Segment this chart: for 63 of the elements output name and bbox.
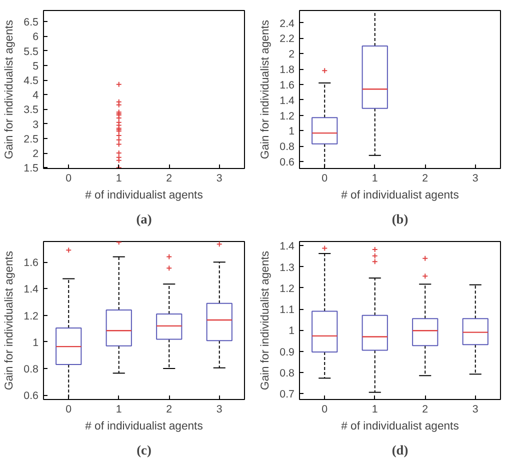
y-tick-label: 0.8 (280, 141, 295, 154)
y-tick-label: 6 (32, 31, 39, 44)
y-tick-label: 0.8 (280, 367, 295, 380)
y-tick-label: 1.2 (280, 282, 295, 295)
y-tick-label: 3 (32, 118, 39, 131)
x-tick-label: 0 (66, 172, 72, 184)
y-tick-label: 1.4 (280, 240, 295, 253)
y-tick-label: 3.5 (24, 104, 39, 116)
x-axis-title: # of individualist agents (341, 420, 460, 432)
x-tick-label: 3 (216, 172, 222, 184)
x-tick-label: 1 (116, 172, 122, 184)
x-tick-label: 2 (166, 172, 172, 184)
y-tick-label: 0.9 (280, 346, 295, 358)
x-axis-title: # of individualist agents (85, 190, 204, 202)
y-tick-label: 5.5 (24, 46, 39, 58)
y-tick-label: 1 (32, 336, 39, 349)
x-tick-label: 0 (66, 404, 72, 416)
y-axis-title: Gain for individualist agents (260, 20, 272, 160)
y-axis-title: Gain for individualist agents (4, 20, 16, 160)
y-tick-label: 1.4 (24, 284, 39, 296)
text: (a) (136, 212, 152, 226)
y-tick-label: 0.7 (280, 388, 295, 401)
x-tick-label: 2 (422, 172, 428, 184)
y-tick-label: 1.2 (24, 310, 39, 322)
y-tick-label: 1 (288, 325, 295, 338)
y-tick-label: 2 (32, 148, 39, 160)
x-axis-title: # of individualist agents (341, 190, 460, 202)
x-tick-label: 2 (422, 404, 428, 416)
y-tick-label: 0.6 (280, 156, 295, 169)
y-tick-label: 4 (32, 90, 39, 102)
x-axis-title: # of individualist agents (85, 420, 204, 432)
y-tick-label: 1.4 (280, 94, 295, 107)
y-tick-label: 1.1 (280, 304, 295, 316)
x-tick-label: 0 (322, 404, 328, 416)
y-tick-label: 0.8 (24, 364, 39, 376)
x-tick-label: 3 (472, 404, 478, 416)
x-tick-label: 1 (116, 404, 122, 416)
y-tick-label: 1.6 (280, 79, 295, 92)
text: (c) (136, 442, 152, 458)
y-axis-title: Gain for individualist agents (260, 250, 272, 390)
x-tick-label: 3 (472, 172, 478, 184)
y-tick-label: 2.5 (24, 133, 39, 146)
x-tick-label: 1 (372, 404, 378, 416)
text: (d) (392, 442, 408, 458)
x-tick-label: 0 (322, 172, 328, 184)
y-tick-label: 1.3 (280, 262, 295, 274)
x-tick-label: 3 (216, 404, 222, 416)
y-tick-label: 6.5 (24, 16, 39, 29)
y-tick-label: 0.6 (24, 390, 39, 402)
y-tick-label: 1.8 (280, 64, 295, 76)
x-tick-label: 1 (372, 172, 378, 184)
y-tick-label: 1.5 (24, 162, 39, 175)
y-tick-label: 2.4 (280, 18, 295, 30)
y-tick-label: 1.6 (24, 257, 39, 270)
y-tick-label: 2 (288, 48, 295, 61)
y-tick-label: 2.2 (280, 33, 295, 46)
y-tick-label: 1 (288, 126, 295, 138)
y-axis-title: Gain for individualist agents (4, 250, 16, 390)
y-tick-label: 1.2 (280, 110, 295, 122)
y-tick-label: 4.5 (24, 75, 39, 88)
text: (b) (392, 212, 408, 226)
y-tick-label: 5 (32, 60, 39, 72)
x-tick-label: 2 (166, 404, 172, 416)
